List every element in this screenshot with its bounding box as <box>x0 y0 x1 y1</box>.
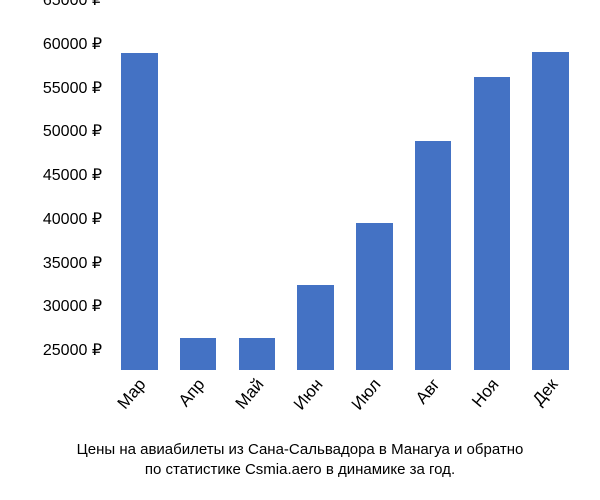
bars-group <box>110 20 580 370</box>
y-tick-label: 35000 ₽ <box>43 253 102 273</box>
bar <box>121 53 157 370</box>
y-tick-label: 50000 ₽ <box>43 121 102 141</box>
y-tick-label: 65000 ₽ <box>43 0 102 10</box>
chart-caption: Цены на авиабилеты из Сана-Сальвадора в … <box>0 440 600 481</box>
y-tick-label: 40000 ₽ <box>43 209 102 229</box>
caption-line-1: Цены на авиабилеты из Сана-Сальвадора в … <box>0 440 600 460</box>
y-tick-label: 45000 ₽ <box>43 165 102 185</box>
y-tick-label: 30000 ₽ <box>43 296 102 316</box>
caption-line-2: по статистике Csmia.aero в динамике за г… <box>0 460 600 480</box>
y-tick-label: 55000 ₽ <box>43 78 102 98</box>
bar <box>356 223 392 370</box>
price-chart: 25000 ₽ 30000 ₽ 35000 ₽ 40000 ₽ 45000 ₽ 50000… <box>0 0 600 500</box>
bar <box>474 77 510 370</box>
bar <box>415 141 451 370</box>
plot-area <box>110 20 580 370</box>
bar <box>532 52 568 370</box>
y-tick-label: 25000 ₽ <box>43 340 102 360</box>
y-axis: 25000 ₽ 30000 ₽ 35000 ₽ 40000 ₽ 45000 ₽ 50000… <box>0 20 110 370</box>
x-axis: МарАпрМайИюнИюлАвгНояДек <box>110 375 580 435</box>
y-tick-label: 60000 ₽ <box>43 34 102 54</box>
